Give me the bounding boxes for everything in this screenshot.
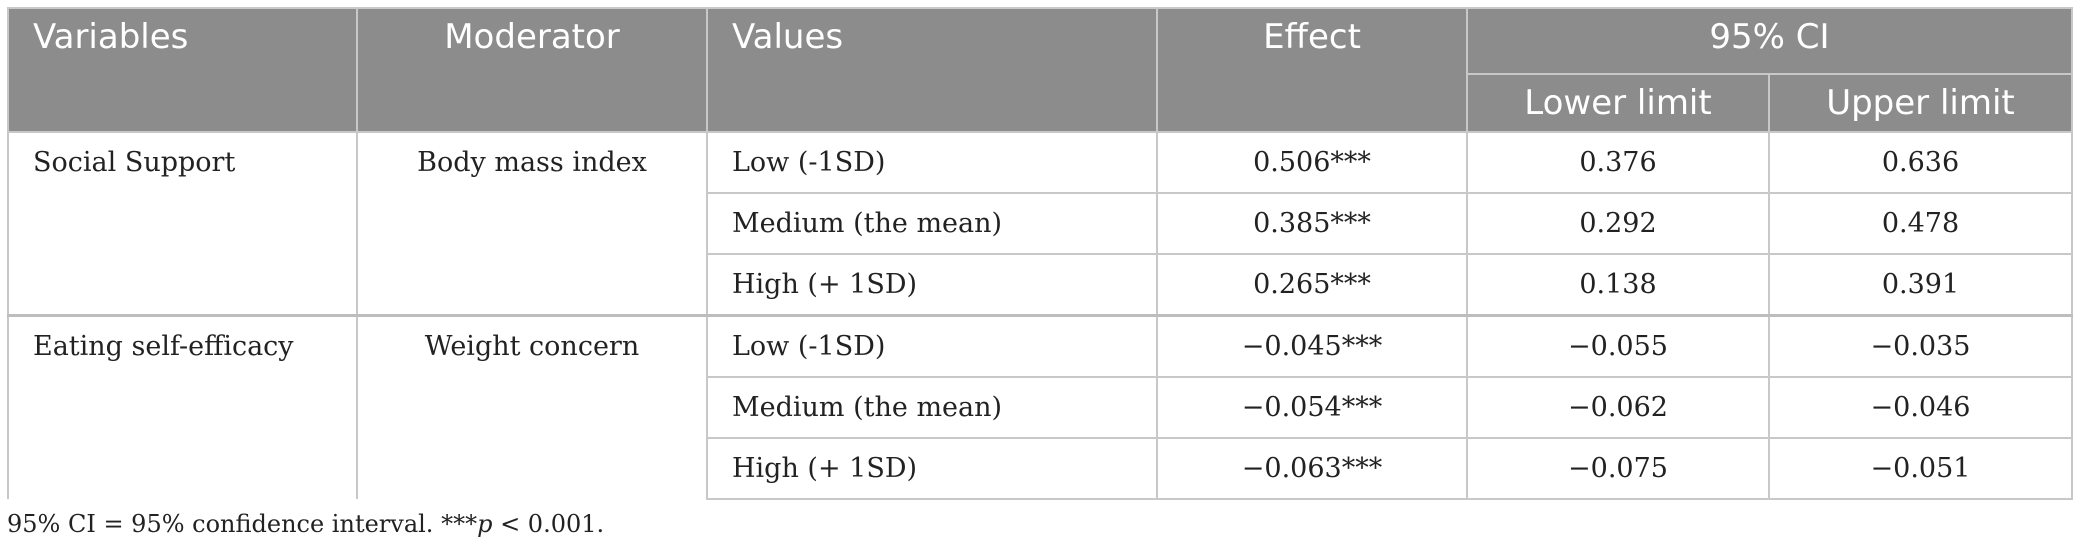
moderator-cell: Weight concern	[356, 314, 708, 499]
header-values: Values	[706, 7, 1158, 133]
table-row: Social Support Body mass index Low (-1SD…	[7, 132, 2073, 316]
header-effect: Effect	[1156, 7, 1468, 133]
header-row-bottom: Lower limit Upper limit	[8, 73, 2073, 133]
effect-cell: 0.385***	[1156, 193, 1468, 255]
upper-limit-cell: −0.046	[1768, 377, 2073, 439]
upper-limit-cell: 0.391	[1768, 254, 2073, 317]
table-row: Medium (the mean) 0.385*** 0.292 0.478	[8, 193, 2073, 255]
table-row: High (+ 1SD) 0.265*** 0.138 0.391	[8, 254, 2073, 317]
moderation-effects-table: Variables Moderator Values Effect 95% CI…	[7, 7, 2073, 500]
value-cell: High (+ 1SD)	[706, 438, 1158, 500]
table-row: Medium (the mean) −0.054*** −0.062 −0.04…	[8, 377, 2073, 439]
effect-cell: −0.045***	[1156, 314, 1468, 378]
lower-limit-cell: 0.138	[1466, 254, 1770, 317]
effect-cell: 0.506***	[1156, 132, 1468, 194]
results-table-container: Variables Moderator Values Effect 95% CI…	[7, 7, 2073, 500]
footnote-prefix: 95% CI = 95% confidence interval. ***	[7, 510, 478, 538]
header-lower-limit: Lower limit	[1466, 73, 1770, 133]
value-cell: Low (-1SD)	[706, 132, 1158, 194]
value-cell: Medium (the mean)	[706, 377, 1158, 439]
header-upper-limit: Upper limit	[1768, 73, 2073, 133]
upper-limit-cell: −0.051	[1768, 438, 2073, 500]
upper-limit-cell: 0.636	[1768, 132, 2073, 194]
header-ci: 95% CI	[1466, 7, 2073, 75]
header-variables: Variables	[7, 7, 358, 133]
effect-cell: −0.054***	[1156, 377, 1468, 439]
upper-limit-cell: −0.035	[1768, 314, 2073, 378]
effect-cell: 0.265***	[1156, 254, 1468, 317]
table-row: High (+ 1SD) −0.063*** −0.075 −0.051	[8, 438, 2073, 500]
lower-limit-cell: −0.055	[1466, 314, 1770, 378]
lower-limit-cell: −0.062	[1466, 377, 1770, 439]
value-cell: Medium (the mean)	[706, 193, 1158, 255]
variable-cell: Eating self-efficacy	[7, 314, 358, 499]
header-row-top: Variables Moderator Values Effect 95% CI	[7, 7, 2073, 133]
effect-cell: −0.063***	[1156, 438, 1468, 500]
lower-limit-cell: −0.075	[1466, 438, 1770, 500]
footnote-p-symbol: p	[477, 510, 493, 538]
value-cell: Low (-1SD)	[706, 314, 1158, 378]
moderator-cell: Body mass index	[356, 132, 708, 316]
table-row: Eating self-efficacy Weight concern Low …	[7, 314, 2073, 499]
variable-cell: Social Support	[7, 132, 358, 316]
footnote-suffix: < 0.001.	[492, 510, 605, 538]
lower-limit-cell: 0.376	[1466, 132, 1770, 194]
table-footnote: 95% CI = 95% confidence interval. ***p <…	[7, 510, 604, 538]
lower-limit-cell: 0.292	[1466, 193, 1770, 255]
upper-limit-cell: 0.478	[1768, 193, 2073, 255]
value-cell: High (+ 1SD)	[706, 254, 1158, 317]
header-moderator: Moderator	[356, 7, 708, 133]
